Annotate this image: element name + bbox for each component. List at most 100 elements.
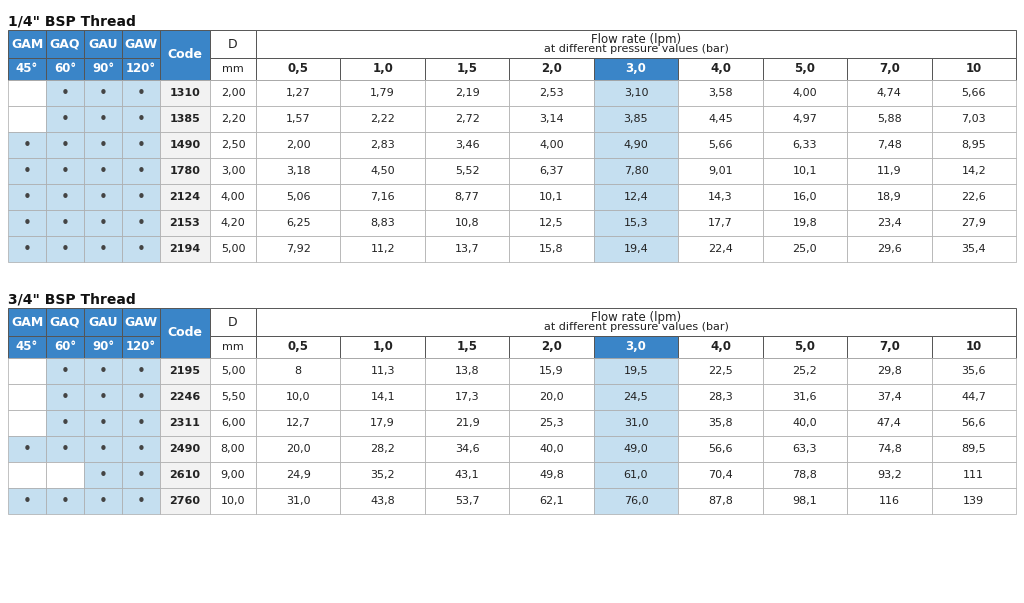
Bar xyxy=(509,358,594,384)
Text: 3,18: 3,18 xyxy=(286,166,310,176)
Text: •: • xyxy=(60,493,70,508)
Bar xyxy=(340,462,425,488)
Text: 2,72: 2,72 xyxy=(455,114,479,124)
Text: GAU: GAU xyxy=(88,37,118,51)
Text: 31,0: 31,0 xyxy=(286,496,310,506)
Bar xyxy=(160,384,210,410)
Text: •: • xyxy=(60,441,70,456)
Bar xyxy=(46,184,84,210)
Text: •: • xyxy=(98,163,108,178)
Bar xyxy=(678,436,763,462)
Text: •: • xyxy=(60,241,70,256)
Bar xyxy=(678,410,763,436)
Text: 120°: 120° xyxy=(126,63,156,75)
Bar xyxy=(509,384,594,410)
Bar xyxy=(256,158,340,184)
Bar xyxy=(84,132,122,158)
Bar xyxy=(509,410,594,436)
Text: 22,4: 22,4 xyxy=(708,244,733,254)
Text: 40,0: 40,0 xyxy=(793,418,817,428)
Bar xyxy=(46,210,84,236)
Bar xyxy=(210,336,256,358)
Bar xyxy=(84,158,122,184)
Text: •: • xyxy=(98,112,108,127)
Bar xyxy=(932,462,1016,488)
Bar xyxy=(46,308,84,336)
Text: GAU: GAU xyxy=(88,315,118,329)
Text: 2760: 2760 xyxy=(170,496,201,506)
Bar xyxy=(122,436,160,462)
Bar xyxy=(847,488,932,514)
Text: Code: Code xyxy=(168,326,203,339)
Text: 7,16: 7,16 xyxy=(371,192,395,202)
Text: 35,6: 35,6 xyxy=(962,366,986,376)
Text: 10,0: 10,0 xyxy=(221,496,246,506)
Bar xyxy=(425,236,509,262)
Bar xyxy=(763,358,847,384)
Bar xyxy=(932,210,1016,236)
Text: •: • xyxy=(98,467,108,482)
Bar xyxy=(340,184,425,210)
Bar xyxy=(46,58,84,80)
Text: 13,7: 13,7 xyxy=(455,244,479,254)
Bar xyxy=(932,80,1016,106)
Bar xyxy=(8,236,46,262)
Text: •: • xyxy=(60,189,70,204)
Bar xyxy=(46,358,84,384)
Bar xyxy=(46,384,84,410)
Text: 2194: 2194 xyxy=(169,244,201,254)
Text: 8,95: 8,95 xyxy=(962,140,986,150)
Text: •: • xyxy=(98,493,108,508)
Bar xyxy=(763,384,847,410)
Bar xyxy=(763,132,847,158)
Text: 10: 10 xyxy=(966,63,982,75)
Bar xyxy=(763,410,847,436)
Text: 15,3: 15,3 xyxy=(624,218,648,228)
Bar xyxy=(84,80,122,106)
Text: 10,8: 10,8 xyxy=(455,218,479,228)
Text: 1,27: 1,27 xyxy=(286,88,310,98)
Text: 4,74: 4,74 xyxy=(877,88,902,98)
Text: 3,0: 3,0 xyxy=(626,63,646,75)
Text: 2,22: 2,22 xyxy=(371,114,395,124)
Text: •: • xyxy=(136,390,145,405)
Text: 2,19: 2,19 xyxy=(455,88,479,98)
Bar xyxy=(256,488,340,514)
Bar xyxy=(594,358,678,384)
Text: 87,8: 87,8 xyxy=(708,496,733,506)
Bar xyxy=(932,410,1016,436)
Bar xyxy=(122,158,160,184)
Text: 3,10: 3,10 xyxy=(624,88,648,98)
Text: 22,6: 22,6 xyxy=(962,192,986,202)
Text: 56,6: 56,6 xyxy=(709,444,733,454)
Text: 11,2: 11,2 xyxy=(371,244,395,254)
Text: 90°: 90° xyxy=(92,341,114,353)
Text: 18,9: 18,9 xyxy=(877,192,902,202)
Text: 11,9: 11,9 xyxy=(877,166,902,176)
Text: 61,0: 61,0 xyxy=(624,470,648,480)
Bar xyxy=(8,58,46,80)
Bar xyxy=(678,58,763,80)
Bar xyxy=(763,184,847,210)
Bar xyxy=(594,132,678,158)
Bar xyxy=(84,236,122,262)
Bar xyxy=(594,210,678,236)
Bar xyxy=(847,384,932,410)
Text: 35,4: 35,4 xyxy=(962,244,986,254)
Bar xyxy=(847,236,932,262)
Bar xyxy=(847,184,932,210)
Text: 34,6: 34,6 xyxy=(455,444,479,454)
Text: 25,0: 25,0 xyxy=(793,244,817,254)
Bar xyxy=(256,308,1016,336)
Bar xyxy=(509,80,594,106)
Bar xyxy=(847,462,932,488)
Bar xyxy=(256,384,340,410)
Bar xyxy=(594,58,678,80)
Bar xyxy=(932,236,1016,262)
Text: 45°: 45° xyxy=(16,63,38,75)
Bar xyxy=(340,488,425,514)
Text: 60°: 60° xyxy=(54,341,76,353)
Bar xyxy=(122,184,160,210)
Text: 3,0: 3,0 xyxy=(626,341,646,353)
Text: 29,8: 29,8 xyxy=(877,366,902,376)
